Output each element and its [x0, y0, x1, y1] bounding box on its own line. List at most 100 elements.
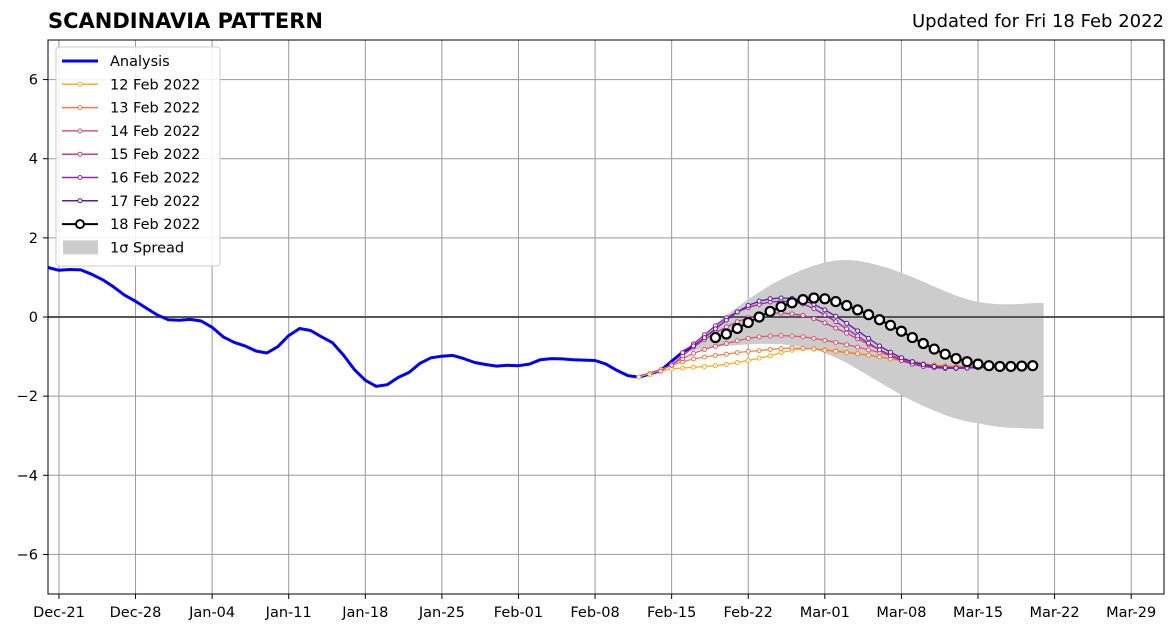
x-tick-label: Dec-21	[33, 605, 85, 621]
data-point	[669, 362, 675, 368]
series-line	[649, 347, 1011, 375]
data-point	[764, 305, 776, 318]
data-point	[862, 309, 875, 321]
data-point	[1005, 360, 1017, 373]
data-point	[852, 304, 864, 316]
data-point	[734, 350, 740, 356]
data-point	[844, 330, 850, 336]
plot-frame	[47, 39, 1165, 595]
x-tick-label: Jan-18	[341, 605, 388, 621]
x-tick-label: Mar-22	[1030, 605, 1080, 621]
data-point	[844, 326, 850, 332]
data-point	[709, 331, 722, 344]
data-point	[873, 314, 886, 326]
x-tick-label: Jan-25	[418, 605, 465, 621]
legend-item: 17 Feb 2022	[62, 194, 200, 210]
data-point	[800, 334, 806, 340]
data-point	[800, 345, 806, 351]
data-point	[898, 355, 904, 361]
data-point	[734, 338, 740, 344]
x-tick-label: Feb-01	[494, 605, 543, 621]
data-point	[811, 346, 817, 352]
data-point	[844, 342, 850, 348]
data-point	[939, 348, 951, 360]
y-tick-label: 6	[29, 73, 38, 89]
data-point	[942, 365, 948, 371]
data-point	[745, 348, 751, 354]
data-point	[855, 333, 861, 339]
data-point	[723, 361, 729, 367]
data-point	[906, 331, 918, 344]
x-tick-label: Feb-08	[570, 605, 619, 621]
data-point	[723, 351, 729, 357]
data-point	[920, 361, 926, 367]
legend-marker	[77, 128, 83, 134]
data-point	[833, 325, 839, 331]
data-point	[844, 320, 850, 326]
data-point	[701, 346, 707, 352]
data-point	[800, 312, 806, 318]
legend-marker	[77, 175, 83, 180]
legend-box	[55, 46, 221, 267]
data-point	[680, 365, 686, 371]
data-point	[767, 353, 773, 359]
data-point	[767, 296, 773, 302]
data-point	[734, 360, 740, 366]
legend-item: 12 Feb 2022	[62, 77, 200, 93]
data-point	[884, 319, 897, 331]
data-point	[778, 350, 784, 356]
data-point	[928, 343, 940, 355]
x-tick-label: Mar-01	[800, 605, 850, 621]
data-point	[833, 348, 839, 354]
data-point	[723, 317, 729, 323]
spread-layer	[682, 260, 1044, 429]
data-point	[822, 337, 828, 343]
data-point	[866, 352, 872, 358]
data-point	[833, 339, 839, 345]
y-tick-label: −4	[17, 468, 38, 484]
legend-marker	[77, 198, 83, 204]
data-point	[877, 347, 883, 353]
data-point	[731, 322, 743, 335]
x-tick-label: Jan-04	[188, 605, 235, 621]
data-point	[895, 325, 908, 337]
spread-band	[682, 260, 1044, 429]
series-2022-02-19	[709, 292, 1039, 373]
data-point	[742, 316, 754, 329]
data-point	[712, 343, 718, 349]
data-point	[811, 306, 817, 312]
data-point	[811, 335, 817, 341]
data-point	[767, 333, 773, 339]
legend-label: 18 Feb 2022	[110, 217, 200, 233]
data-point	[701, 354, 707, 360]
data-point	[745, 303, 751, 309]
data-point	[994, 360, 1006, 373]
legend-item: 14 Feb 2022	[62, 124, 200, 140]
x-tick-label: Feb-22	[724, 605, 773, 621]
series-line	[47, 266, 695, 388]
data-point	[775, 301, 787, 313]
data-point	[691, 350, 697, 356]
data-point	[1016, 360, 1028, 372]
legend-label: 15 Feb 2022	[110, 147, 200, 163]
chart-title: SCANDINAVIA PATTERN	[48, 9, 323, 33]
data-point	[822, 347, 828, 353]
data-point	[789, 311, 795, 317]
data-point	[797, 293, 809, 306]
y-tick-label: −2	[17, 389, 38, 405]
data-point	[983, 360, 995, 372]
legend: Analysis 12 Feb 2022 13 Feb 2022 14 Feb 202…	[55, 46, 221, 267]
data-point	[789, 333, 795, 339]
data-point	[712, 352, 718, 358]
data-point	[778, 346, 784, 352]
data-point	[691, 356, 697, 362]
axis-layer: Dec-21 Dec-28 Jan-04 Jan-11 Jan-18 Jan-25 Feb-…	[17, 39, 1165, 621]
data-point	[972, 358, 984, 370]
data-point	[1027, 360, 1039, 372]
data-point	[712, 363, 718, 369]
legend-label: 17 Feb 2022	[110, 194, 200, 210]
legend-label: 14 Feb 2022	[110, 124, 200, 140]
legend-item: 16 Feb 2022	[62, 171, 200, 187]
y-tick-label: 2	[29, 231, 38, 247]
